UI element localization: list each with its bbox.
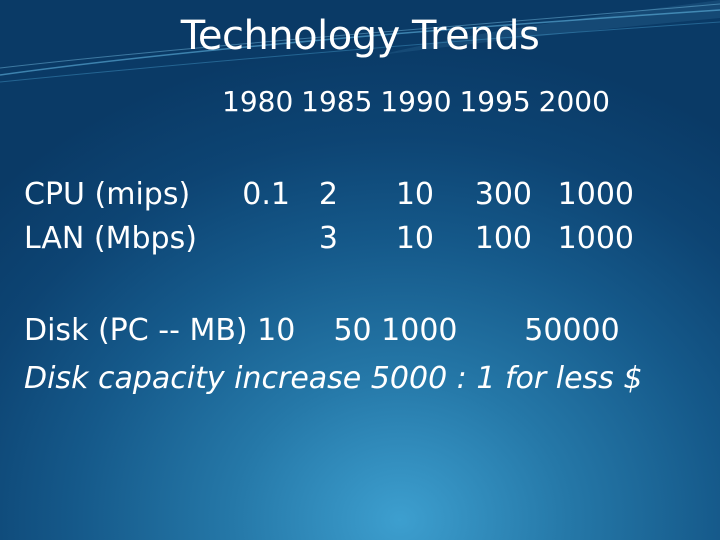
slide-title: Technology Trends (180, 13, 540, 59)
cpu-value-2000: 1000 (557, 177, 634, 212)
decorative-swoosh (0, 0, 720, 83)
disk-line: Disk (PC -- MB) 10 50 1000 50000 (24, 313, 620, 348)
cpu-value-1990: 10 (395, 177, 434, 212)
lan-value-2000: 1000 (557, 221, 634, 256)
row-label-cpu: CPU (mips) (24, 177, 191, 212)
cpu-value-1985: 2 (318, 177, 338, 212)
row-label-lan: LAN (Mbps) (24, 221, 197, 256)
lan-value-1995: 100 (474, 221, 532, 256)
lan-value-1990: 10 (395, 221, 434, 256)
cpu-value-1995: 300 (474, 177, 532, 212)
cpu-value-1980: 0.1 (242, 177, 290, 212)
disk-capacity-note: Disk capacity increase 5000 : 1 for less… (24, 361, 643, 396)
lan-value-1985: 3 (318, 221, 338, 256)
years-header: 1980 1985 1990 1995 2000 (222, 85, 610, 118)
